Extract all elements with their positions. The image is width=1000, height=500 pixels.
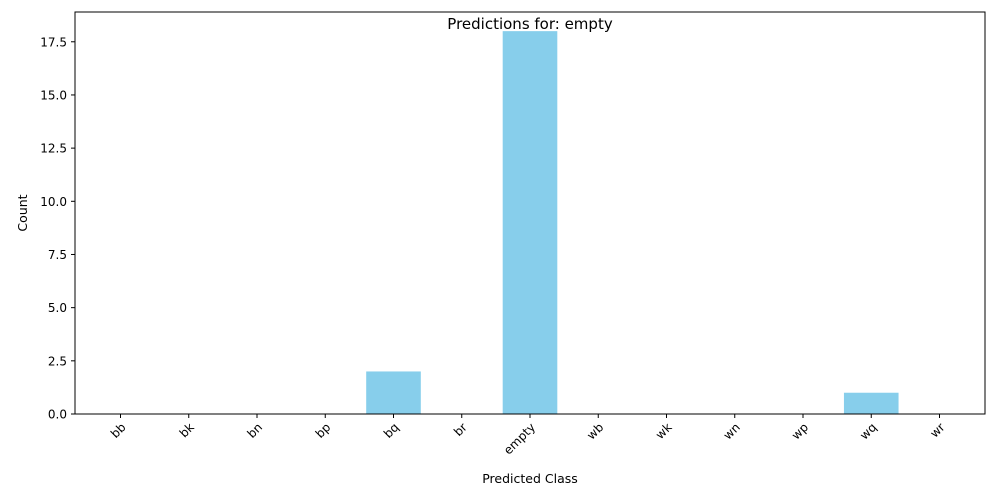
plot-frame bbox=[74, 11, 986, 415]
x-tick-label-wq: wq bbox=[857, 420, 879, 442]
y-tick-label: 10.0 bbox=[40, 195, 67, 209]
x-tick-label-wk: wk bbox=[653, 420, 675, 442]
x-tick-label-wn: wn bbox=[721, 420, 743, 442]
x-tick-label-wr: wr bbox=[927, 420, 947, 440]
x-tick-label-bk: bk bbox=[177, 420, 197, 440]
bars-group bbox=[366, 31, 899, 415]
x-tick-label-empty: empty bbox=[501, 420, 538, 457]
bar-empty bbox=[502, 31, 558, 415]
y-tick-label: 15.0 bbox=[40, 88, 67, 102]
x-axis: bb bk bn bp bq br empty wb wk wn wp wq wr bbox=[108, 414, 948, 457]
y-tick-label: 2.5 bbox=[48, 354, 67, 368]
y-axis: 0.0 2.5 5.0 7.5 10.0 12.5 15.0 17.5 bbox=[40, 35, 75, 422]
x-tick-label-bp: bp bbox=[313, 420, 334, 441]
chart-title: Predictions for: empty bbox=[447, 15, 613, 33]
bar-bq bbox=[366, 371, 421, 414]
x-tick-label-wb: wb bbox=[584, 420, 606, 442]
y-axis-label: Count bbox=[15, 194, 30, 231]
x-tick-label-bq: bq bbox=[381, 420, 402, 441]
x-tick-label-bn: bn bbox=[244, 420, 265, 441]
y-tick-label: 0.0 bbox=[48, 408, 67, 422]
x-tick-label-wp: wp bbox=[789, 420, 811, 442]
y-tick-label: 12.5 bbox=[40, 142, 67, 156]
x-axis-label: Predicted Class bbox=[482, 471, 578, 486]
bar-wq bbox=[843, 392, 899, 414]
y-tick-label: 5.0 bbox=[48, 301, 67, 315]
y-tick-label: 17.5 bbox=[40, 35, 67, 49]
x-tick-label-bb: bb bbox=[108, 420, 129, 441]
x-tick-label-br: br bbox=[451, 420, 470, 439]
y-tick-label: 7.5 bbox=[48, 248, 67, 262]
